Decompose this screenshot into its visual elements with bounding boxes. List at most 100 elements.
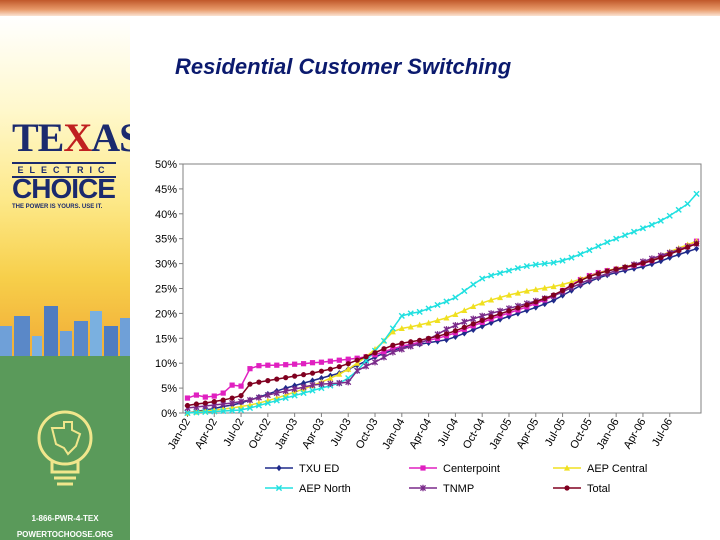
data-point-aep-central — [461, 307, 468, 314]
data-point-aep-north — [479, 275, 486, 282]
data-point-aep-north — [255, 402, 263, 409]
data-point-aep-north — [184, 409, 191, 417]
data-point-centerpoint — [229, 382, 235, 388]
x-tick-label: Oct-04 — [461, 417, 488, 452]
data-point-txu-ed — [551, 297, 557, 304]
chart-container: 0% 5% 10% 15% 20% 25% 30% 35% 40% 45% 50% Jan-02 Apr… — [147, 148, 707, 504]
y-tick-label: 50% — [155, 159, 177, 171]
legend-marker-aep-central — [564, 464, 570, 471]
data-point-aep-north — [523, 262, 530, 270]
data-point-aep-north — [604, 239, 611, 246]
data-point-tnmp — [380, 354, 388, 361]
data-point-total — [533, 299, 539, 305]
data-point-total — [274, 376, 280, 382]
data-point-aep-north — [273, 397, 280, 404]
data-point-aep-north — [434, 301, 441, 309]
data-point-aep-central — [416, 321, 423, 328]
data-point-total — [381, 346, 387, 352]
data-point-total — [256, 379, 262, 385]
data-point-tnmp — [398, 346, 405, 353]
data-point-total — [220, 397, 226, 403]
x-tick-label: Jan-05 — [487, 417, 514, 452]
data-point-txu-ed — [497, 316, 503, 323]
data-point-total — [542, 295, 548, 302]
data-point-txu-ed — [631, 265, 637, 272]
series-line-aep-north — [187, 193, 698, 414]
data-point-aep-north — [666, 212, 673, 219]
data-point-centerpoint — [238, 383, 244, 389]
data-point-total — [649, 258, 655, 264]
data-point-centerpoint — [300, 361, 307, 367]
data-point-total — [515, 305, 521, 311]
data-point-total — [318, 368, 325, 374]
data-point-centerpoint — [202, 394, 208, 400]
data-point-txu-ed — [506, 313, 512, 320]
data-point-tnmp — [255, 394, 262, 401]
data-point-aep-north — [630, 228, 638, 235]
data-point-aep-north — [425, 305, 432, 312]
legend-marker-aep-north — [275, 484, 283, 492]
data-point-aep-central — [443, 314, 450, 321]
data-point-tnmp — [246, 396, 254, 404]
data-point-total — [399, 340, 405, 346]
data-point-txu-ed — [300, 379, 307, 387]
data-point-total — [524, 302, 530, 308]
data-point-tnmp — [291, 385, 298, 393]
series-line-total — [187, 242, 697, 407]
data-point-aep-central — [497, 294, 504, 301]
x-tick-label: Jul-02 — [221, 417, 246, 449]
top-accent-bar — [0, 0, 720, 16]
sidebar-branding: TEXAS ELECTRIC CHOICE THE POWER IS YOURS… — [0, 16, 130, 540]
data-point-aep-north — [568, 254, 575, 261]
data-point-aep-north — [550, 259, 557, 266]
legend-marker-total — [564, 485, 570, 491]
y-tick-label: 20% — [155, 308, 177, 320]
x-tick-label: Jul-06 — [650, 417, 675, 449]
legend-marker-txu-ed — [276, 464, 282, 472]
data-point-centerpoint — [265, 362, 271, 368]
data-point-total — [685, 244, 691, 250]
data-point-total — [470, 321, 476, 327]
data-point-centerpoint — [309, 360, 316, 366]
data-point-centerpoint — [211, 393, 217, 399]
data-point-aep-north — [220, 407, 227, 415]
data-point-centerpoint — [292, 361, 298, 367]
page-title: Residential Customer Switching — [175, 54, 512, 79]
data-point-txu-ed — [693, 245, 700, 252]
data-point-total — [309, 370, 316, 376]
data-point-aep-north — [461, 287, 468, 295]
data-point-aep-central — [532, 286, 539, 293]
x-tick-label: Jan-03 — [273, 417, 300, 452]
y-tick-label: 0% — [161, 408, 177, 420]
data-point-total — [354, 357, 360, 363]
legend-label-txu-ed: TXU ED — [299, 463, 339, 475]
x-tick-label: Apr-04 — [407, 417, 434, 452]
data-point-aep-central — [559, 281, 566, 288]
series-line-tnmp — [187, 242, 697, 409]
data-point-tnmp — [363, 362, 370, 370]
data-point-total — [211, 398, 217, 405]
data-point-centerpoint — [193, 392, 199, 398]
data-point-txu-ed — [685, 248, 691, 255]
data-point-total — [327, 366, 333, 372]
data-point-centerpoint — [318, 359, 325, 365]
data-point-total — [336, 364, 342, 370]
data-point-aep-north — [309, 387, 316, 394]
data-point-total — [202, 400, 208, 406]
data-point-tnmp — [354, 367, 361, 374]
data-point-tnmp — [336, 379, 343, 387]
data-point-tnmp — [237, 398, 245, 405]
data-point-aep-central — [470, 303, 477, 310]
data-point-txu-ed — [309, 377, 316, 384]
x-tick-label: Jul-05 — [543, 417, 568, 449]
data-point-aep-north — [675, 206, 682, 213]
lightbulb-texas-icon — [37, 410, 93, 486]
x-tick-label: Oct-02 — [247, 417, 274, 452]
data-point-aep-north — [514, 264, 522, 272]
data-point-aep-north — [264, 399, 271, 407]
data-point-centerpoint — [390, 346, 396, 352]
data-point-total — [184, 402, 191, 409]
data-point-total — [604, 268, 610, 274]
y-tick-label: 5% — [161, 383, 177, 395]
y-tick-label: 15% — [155, 333, 177, 345]
